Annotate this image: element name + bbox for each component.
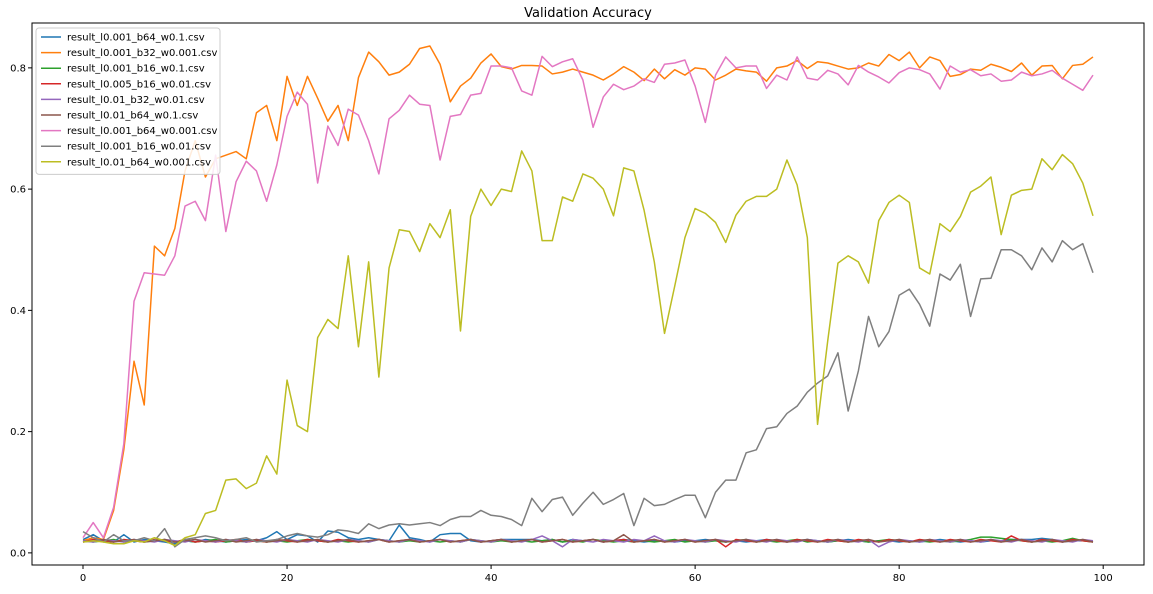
y-tick-label: 0.0 <box>10 548 26 559</box>
plot-frame <box>31 22 1145 566</box>
x-tick-label: 40 <box>485 573 498 584</box>
legend-label: result_l0.001_b16_w0.1.csv <box>67 64 205 75</box>
chart-title: Validation Accuracy <box>524 6 652 21</box>
series-line-2 <box>82 45 1094 542</box>
y-axis: 0.0 0.2 0.4 0.6 0.8 <box>10 63 32 559</box>
series-line-7 <box>82 55 1094 539</box>
y-tick-label: 0.4 <box>10 306 26 317</box>
legend-label: result_l0.001_b16_w0.01.csv <box>67 142 211 153</box>
x-tick-label: 0 <box>80 573 86 584</box>
x-tick-label: 60 <box>689 573 702 584</box>
legend-label: result_l0.001_b64_w0.1.csv <box>67 33 205 44</box>
legend-label: result_l0.01_b64_w0.1.csv <box>67 111 198 122</box>
series-line-9 <box>82 150 1094 547</box>
legend-label: result_l0.01_b64_w0.001.csv <box>67 157 211 168</box>
y-tick-label: 0.2 <box>10 427 26 438</box>
legend-label: result_l0.005_b16_w0.01.csv <box>67 79 211 90</box>
x-tick-label: 100 <box>1094 573 1113 584</box>
y-tick-label: 0.6 <box>10 185 26 196</box>
y-tick-label: 0.8 <box>10 63 26 74</box>
series-layer <box>82 45 1094 548</box>
legend: result_l0.001_b64_w0.1.csv result_l0.001_… <box>35 27 221 175</box>
x-axis: 0 20 40 60 80 100 <box>80 565 1113 584</box>
series-line-8 <box>82 239 1094 548</box>
legend-box <box>35 27 221 175</box>
legend-label: result_l0.001_b32_w0.001.csv <box>67 48 217 59</box>
x-tick-label: 20 <box>281 573 294 584</box>
legend-label: result_l0.01_b32_w0.01.csv <box>67 95 205 106</box>
x-tick-label: 80 <box>893 573 906 584</box>
legend-label: result_l0.001_b64_w0.001.csv <box>67 126 217 137</box>
